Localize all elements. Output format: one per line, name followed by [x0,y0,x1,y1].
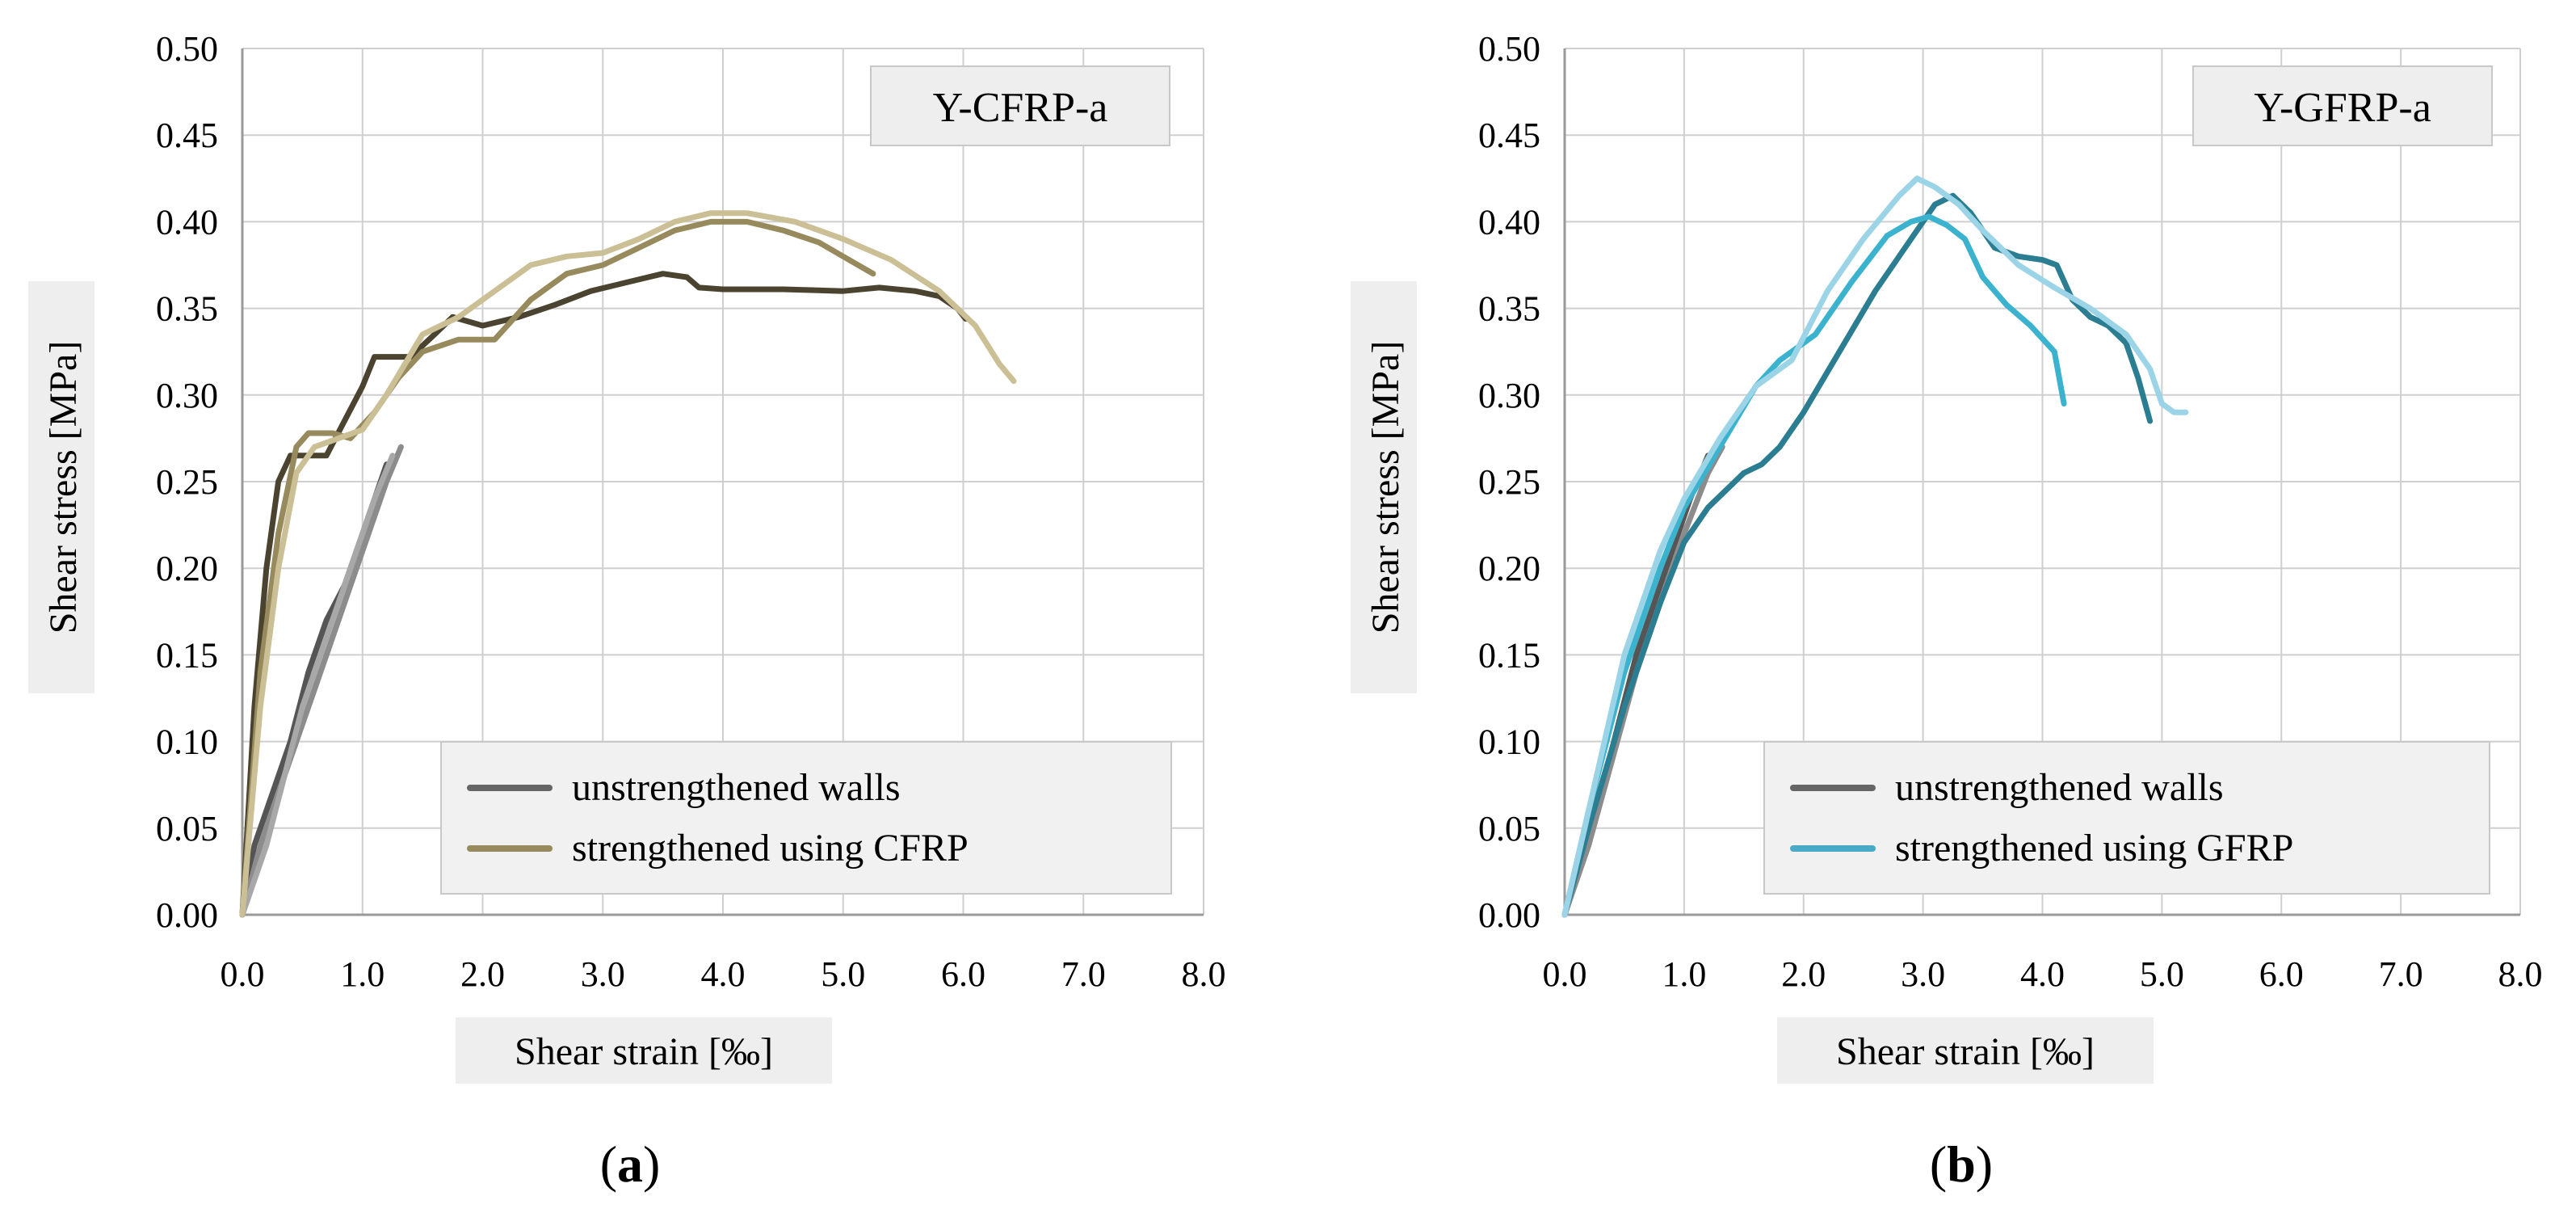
legend-label-strengthened: strengthened using GFRP [1895,827,2293,870]
legend-box [1763,741,2490,895]
series-line-6 [239,210,1017,918]
x-tick-label: 2.0 [460,954,505,994]
x-tick-label: 1.0 [340,954,385,994]
x-tick-label: 1.0 [1662,954,1706,994]
x-tick-labels: 0.0 1.0 2.0 3.0 4.0 5.0 6.0 7.0 8.0 [221,954,1226,994]
y-tick-label: 0.30 [1478,376,1540,415]
x-tick-label: 8.0 [2498,954,2543,994]
legend-box [440,741,1172,895]
x-axis-title-bg [456,1017,832,1084]
panel-b: 0.0 1.0 2.0 3.0 4.0 5.0 6.0 7.0 8.0 0.00 0.05 0.10… [1351,29,2543,1193]
y-axis-title: Shear stress [MPa] [42,341,85,634]
x-tick-label: 7.0 [2379,954,2423,994]
y-tick-label: 0.10 [1478,722,1540,762]
x-tick-label: 3.0 [1901,954,1945,994]
panel-label-b-open: ( [1930,1135,1947,1193]
x-tick-label: 2.0 [1781,954,1826,994]
chart-tag-text: Y-GFRP-a [2254,85,2431,131]
chart-tag: Y-CFRP-a [870,65,1170,146]
y-tick-label: 0.10 [156,722,218,762]
x-axis-title: Shear strain [‰] [515,1030,773,1073]
x-tick-label: 6.0 [2259,954,2304,994]
y-tick-label: 0.40 [1478,202,1540,242]
panel-label-a-text: (a) [600,1135,661,1193]
panel-label-a-open: ( [600,1135,617,1193]
y-tick-label: 0.05 [156,809,218,849]
chart-tag-text: Y-CFRP-a [933,85,1108,131]
x-tick-label: 4.0 [2020,954,2065,994]
x-tick-label: 3.0 [581,954,625,994]
series-layer [1561,175,2189,918]
y-tick-label: 0.25 [156,462,218,502]
y-axis-title-bg [1351,281,1417,693]
chart-tag-box [870,65,1170,146]
x-tick-label: 5.0 [821,954,865,994]
legend: unstrengthened walls strengthened using … [1763,741,2490,895]
y-tick-label: 0.45 [1478,116,1540,155]
panel-a: 0.0 1.0 2.0 3.0 4.0 5.0 6.0 7.0 8.0 0.00 0.05 0.10… [28,29,1226,1193]
y-tick-label: 0.50 [156,29,218,69]
legend: unstrengthened walls strengthened using … [440,741,1172,895]
legend-label-strengthened: strengthened using CFRP [572,827,969,870]
series-line-4 [1561,213,2067,918]
y-tick-label: 0.40 [156,202,218,242]
chart-tag: Y-GFRP-a [2192,65,2493,146]
y-axis-title-bg [28,281,95,693]
y-tick-label: 0.45 [156,116,218,155]
x-tick-label: 0.0 [221,954,265,994]
x-tick-label: 6.0 [941,954,985,994]
panel-label-a-close: ) [643,1135,660,1193]
panel-label-b: (b) [1930,1135,1993,1193]
x-axis-title: Shear strain [‰] [1836,1030,2095,1073]
legend-label-unstrengthened: unstrengthened walls [572,766,901,809]
y-tick-label: 0.20 [1478,549,1540,588]
series-layer [239,210,1017,918]
y-tick-label: 0.00 [156,895,218,935]
y-tick-labels: 0.00 0.05 0.10 0.15 0.20 0.25 0.30 0.35 0.40 0.45… [1478,29,1540,935]
x-tick-label: 8.0 [1182,954,1226,994]
chart-tag-box [2192,65,2493,146]
x-tick-label: 0.0 [1543,954,1587,994]
y-tick-label: 0.00 [1478,895,1540,935]
y-tick-labels: 0.00 0.05 0.10 0.15 0.20 0.25 0.30 0.35 0.40 0.45… [156,29,218,935]
y-tick-label: 0.25 [1478,462,1540,502]
series-line-5 [239,218,876,918]
x-tick-label: 4.0 [701,954,746,994]
panel-label-a: (a) [600,1135,661,1193]
y-tick-label: 0.15 [1478,635,1540,675]
x-tick-labels: 0.0 1.0 2.0 3.0 4.0 5.0 6.0 7.0 8.0 [1543,954,2543,994]
legend-label-unstrengthened: unstrengthened walls [1895,766,2224,809]
series-line-3 [239,453,396,918]
x-tick-label: 7.0 [1061,954,1106,994]
series-line-5 [1561,175,2189,918]
y-tick-label: 0.35 [156,289,218,329]
y-tick-label: 0.35 [1478,289,1540,329]
panel-label-b-close: ) [1976,1135,1993,1193]
y-tick-label: 0.05 [1478,809,1540,849]
y-tick-label: 0.20 [156,549,218,588]
y-tick-label: 0.30 [156,376,218,415]
panel-label-b-letter: b [1947,1135,1976,1193]
y-tick-label: 0.50 [1478,29,1540,69]
panel-label-a-letter: a [617,1135,643,1193]
series-line-2 [239,444,404,918]
x-tick-label: 5.0 [2140,954,2184,994]
y-tick-label: 0.15 [156,635,218,675]
series-line-3 [1561,192,2154,918]
x-axis-title-bg [1777,1017,2154,1084]
y-axis-title: Shear stress [MPa] [1364,341,1407,634]
panel-label-b-text: (b) [1930,1135,1993,1193]
